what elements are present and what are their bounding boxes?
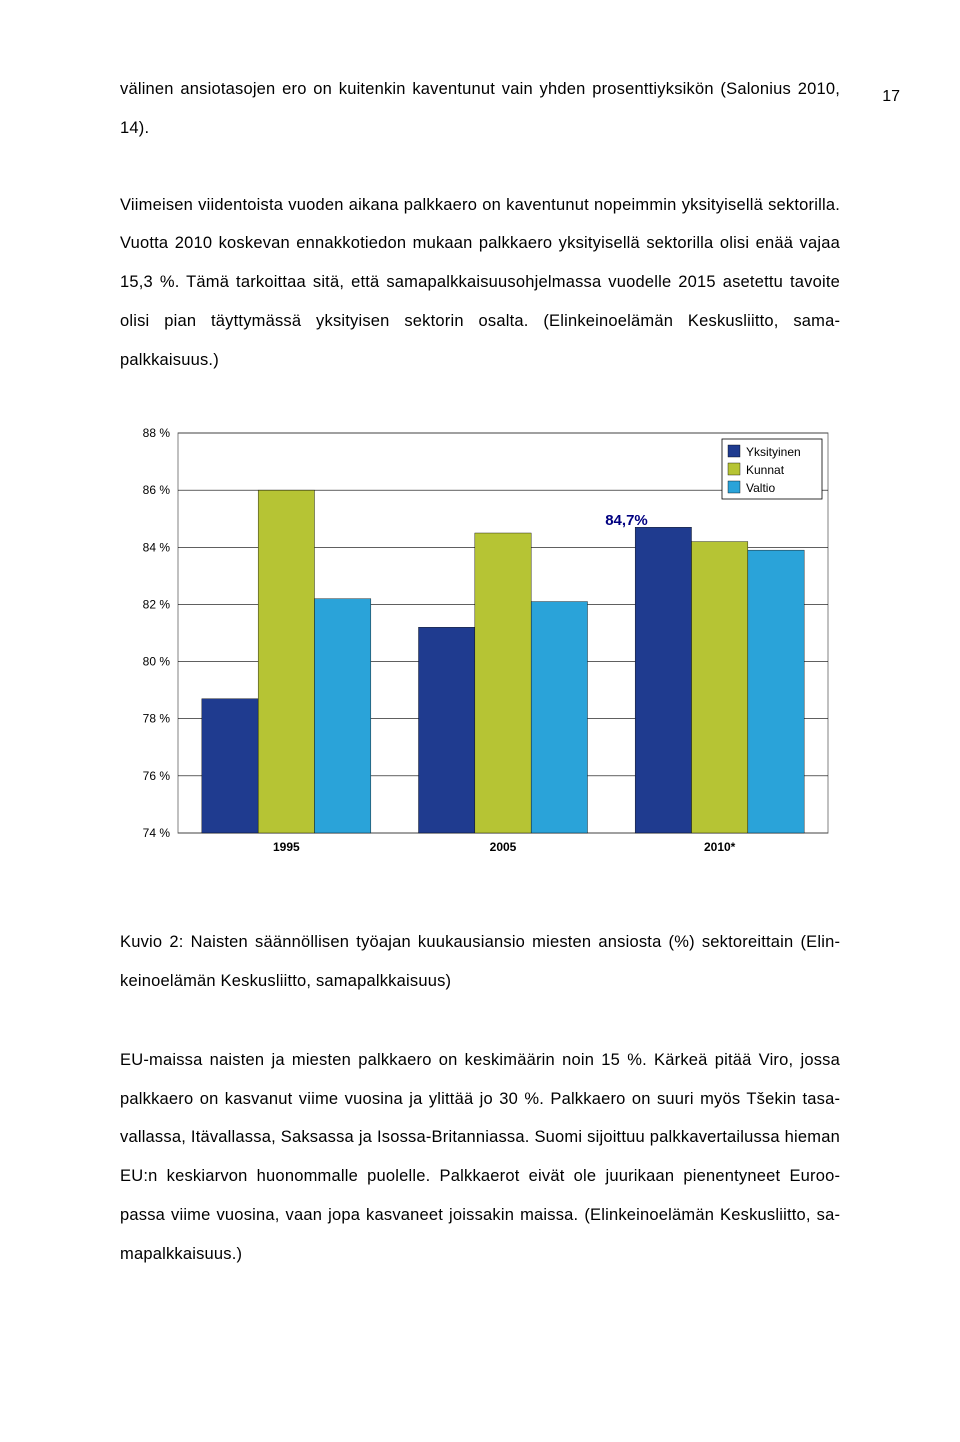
- svg-text:80 %: 80 %: [143, 655, 171, 669]
- svg-text:76 %: 76 %: [143, 769, 171, 783]
- bar-chart: 74 % 76 % 78 % 80 % 82 % 84 % 86 % 88 % 1995 2005…: [120, 423, 840, 863]
- svg-text:2010*: 2010*: [704, 840, 736, 854]
- page-number: 17: [882, 88, 900, 106]
- paragraph-2: Viimeisen viidentoista vuoden aikana pal…: [120, 186, 840, 380]
- svg-text:Kunnat: Kunnat: [746, 463, 785, 477]
- svg-text:86 %: 86 %: [143, 484, 171, 498]
- svg-text:84 %: 84 %: [143, 541, 171, 555]
- svg-text:84,7%: 84,7%: [605, 512, 648, 529]
- svg-text:88 %: 88 %: [143, 426, 171, 440]
- chart-caption: Kuvio 2: Naisten säännöllisen työajan ku…: [120, 923, 840, 1001]
- page: 17 välinen ansiotasojen ero on kuitenkin…: [0, 70, 960, 1442]
- svg-text:82 %: 82 %: [143, 598, 171, 612]
- svg-text:78 %: 78 %: [143, 712, 171, 726]
- svg-text:74 %: 74 %: [143, 826, 171, 840]
- svg-text:Yksityinen: Yksityinen: [746, 445, 801, 459]
- paragraph-3: EU-maissa naisten ja miesten palkkaero o…: [120, 1041, 840, 1274]
- paragraph-1: välinen ansiotasojen ero on kuitenkin ka…: [120, 70, 840, 148]
- svg-text:Valtio: Valtio: [746, 481, 775, 495]
- svg-text:2005: 2005: [490, 840, 517, 854]
- svg-text:1995: 1995: [273, 840, 300, 854]
- chart-container: 74 % 76 % 78 % 80 % 82 % 84 % 86 % 88 % 1995 2005…: [120, 423, 840, 863]
